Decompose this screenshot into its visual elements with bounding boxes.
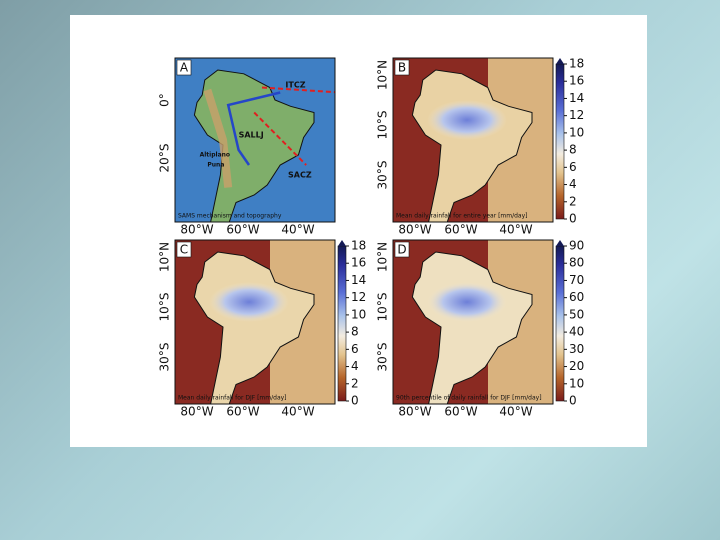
x-tick-label: 80°W <box>180 405 213 419</box>
colorbar-label: 70 <box>569 273 584 287</box>
map-panel: D 90th percentile of daily rainfall for D… <box>376 239 585 419</box>
annotation: SALLJ <box>239 131 264 140</box>
y-tick-label: 20°S <box>158 144 172 173</box>
panel-frame <box>392 239 554 405</box>
map-panel: B Mean daily rainfall for entire year [mm… <box>376 57 585 237</box>
map-area: ITCZ SALLJ SACZ Altiplano Puna <box>175 58 335 222</box>
rain-band <box>427 100 507 140</box>
x-tick-label: 80°W <box>180 223 213 237</box>
colorbar-label: 0 <box>569 212 577 226</box>
colorbar-label: 60 <box>569 290 584 304</box>
colorbar-label: 10 <box>351 307 366 321</box>
panel-caption: SAMS mechanism and topography <box>178 213 282 220</box>
sacz-line <box>253 111 307 166</box>
letter-box <box>394 59 410 76</box>
map-panel: ITCZ SALLJ SACZ Altiplano Puna A SAMS mechanis… <box>158 57 336 237</box>
colorbar-label: 12 <box>351 290 366 304</box>
rain-band <box>209 282 289 322</box>
colorbar-label: 30 <box>569 342 584 356</box>
itcz-line <box>261 86 335 94</box>
x-tick-label: 60°W <box>226 223 259 237</box>
annotation: SACZ <box>288 171 312 180</box>
x-tick-label: 40°W <box>499 223 532 237</box>
sallj-arrow <box>226 91 281 166</box>
colorbar-label: 10 <box>569 125 584 139</box>
x-tick-label: 60°W <box>444 405 477 419</box>
y-tick-label: 10°S <box>376 111 390 140</box>
colorbar-label: 80 <box>569 256 584 270</box>
annotation: ITCZ <box>285 81 305 90</box>
x-tick-label: 60°W <box>226 405 259 419</box>
y-tick-label: 30°S <box>376 161 390 190</box>
x-tick-label: 40°W <box>281 405 314 419</box>
x-tick-label: 60°W <box>444 223 477 237</box>
colorbar-label: 8 <box>351 325 359 339</box>
colorbar-label: 14 <box>569 91 584 105</box>
x-tick-label: 80°W <box>398 405 431 419</box>
andes <box>203 88 233 188</box>
colorbar-label: 12 <box>569 108 584 122</box>
colorbar-label: 8 <box>569 143 577 157</box>
colorbar-label: 14 <box>351 273 366 287</box>
y-tick-label: 10°N <box>158 242 172 272</box>
panel-letter: D <box>397 243 406 257</box>
panel-frame <box>174 57 336 223</box>
rain-band <box>427 282 507 322</box>
colorbar-label: 6 <box>569 160 577 174</box>
panel-frame <box>392 57 554 223</box>
colorbar-label: 2 <box>569 194 577 208</box>
colorbar-label: 18 <box>569 57 584 71</box>
panel-caption: 90th percentile of daily rainfall for DJ… <box>396 395 542 402</box>
annotation: Puna <box>207 162 224 169</box>
panel-letter: A <box>180 61 189 75</box>
letter-box <box>176 59 192 76</box>
colorbar-cap <box>338 240 346 246</box>
colorbar-label: 16 <box>569 74 584 88</box>
figure: ITCZ SALLJ SACZ Altiplano Puna A SAMS mechanis… <box>158 57 585 419</box>
panel-caption: Mean daily rainfall for entire year [mm/… <box>396 213 528 220</box>
colorbar-label: 90 <box>569 239 584 253</box>
colorbar-label: 40 <box>569 325 584 339</box>
map-area <box>393 58 553 222</box>
map-panel: C Mean daily rainfall for DJF [mm/day] 80°… <box>158 239 367 419</box>
colorbar <box>555 63 565 220</box>
y-tick-label: 10°N <box>376 242 390 272</box>
colorbar-cap <box>556 240 564 246</box>
letter-box <box>394 241 410 258</box>
colorbar-label: 4 <box>569 177 577 191</box>
y-tick-label: 30°S <box>376 343 390 372</box>
y-tick-label: 0° <box>158 93 172 107</box>
x-tick-label: 80°W <box>398 223 431 237</box>
y-tick-label: 10°S <box>158 293 172 322</box>
colorbar-label: 20 <box>569 359 584 373</box>
panel-letter: C <box>180 243 188 257</box>
y-tick-label: 30°S <box>158 343 172 372</box>
panel-letter: B <box>398 61 406 75</box>
map-area <box>175 240 335 404</box>
colorbar-label: 0 <box>351 394 359 408</box>
colorbar-label: 6 <box>351 342 359 356</box>
colorbar <box>337 245 347 402</box>
colorbar-label: 18 <box>351 239 366 253</box>
colorbar-label: 2 <box>351 376 359 390</box>
colorbar <box>555 245 565 402</box>
panel-frame <box>174 239 336 405</box>
colorbar-cap <box>556 58 564 64</box>
colorbar-label: 4 <box>351 359 359 373</box>
letter-box <box>176 241 192 258</box>
panel-caption: Mean daily rainfall for DJF [mm/day] <box>178 395 287 402</box>
x-tick-label: 40°W <box>499 405 532 419</box>
colorbar-label: 16 <box>351 256 366 270</box>
x-tick-label: 40°W <box>281 223 314 237</box>
map-area <box>393 240 553 404</box>
annotation: Altiplano <box>200 152 230 159</box>
colorbar-label: 10 <box>569 376 584 390</box>
y-tick-label: 10°S <box>376 293 390 322</box>
colorbar-label: 50 <box>569 307 584 321</box>
colorbar-label: 0 <box>569 394 577 408</box>
y-tick-label: 10°N <box>376 60 390 90</box>
